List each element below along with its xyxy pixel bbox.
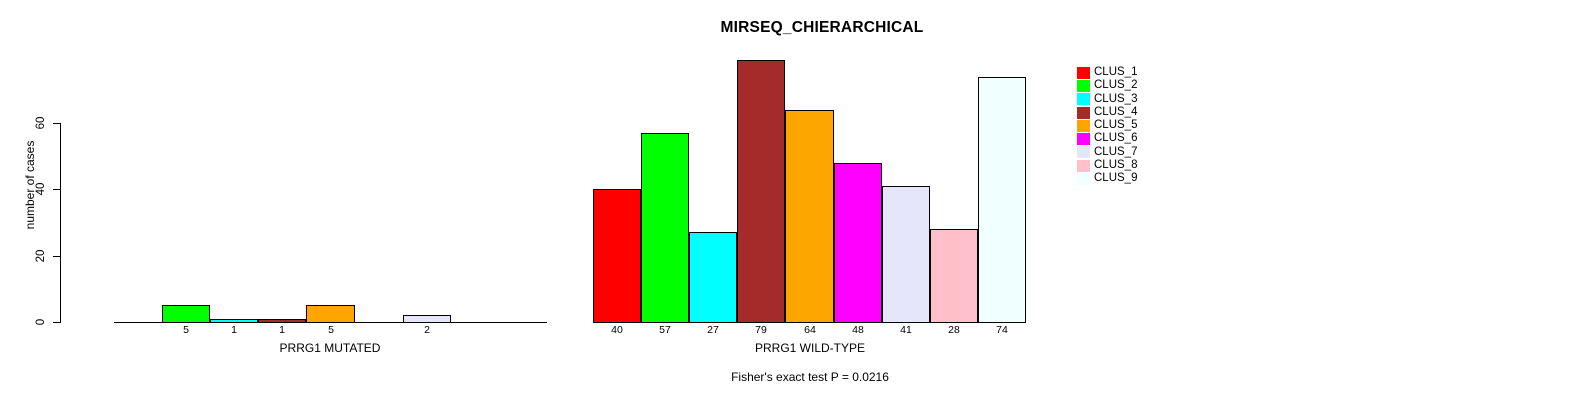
legend-label: CLUS_1 bbox=[1094, 66, 1138, 78]
bar-clus_4-group1 bbox=[258, 319, 306, 323]
bar-clus_8-group2 bbox=[930, 229, 978, 323]
legend: CLUS_1 CLUS_2 CLUS_3 CLUS_4 CLUS_5 CLUS_6 CLUS… bbox=[1077, 66, 1137, 186]
bar-clus_3-group2 bbox=[689, 232, 737, 323]
legend-swatch-clus_1 bbox=[1077, 66, 1090, 79]
bar-clus_2-group1 bbox=[162, 305, 210, 323]
legend-label: CLUS_6 bbox=[1094, 132, 1138, 145]
legend-swatch-clus_5 bbox=[1077, 119, 1090, 132]
legend-label: CLUS_5 bbox=[1094, 119, 1138, 132]
legend-item: CLUS_5 bbox=[1077, 119, 1137, 132]
bar-value-label: 1 bbox=[231, 324, 237, 336]
chart-title: MIRSEQ_CHIERARCHICAL bbox=[720, 19, 924, 36]
bar-value-label: 41 bbox=[900, 324, 912, 336]
legend-swatch-clus_8 bbox=[1077, 159, 1090, 172]
y-axis-tick-label: 0 bbox=[35, 318, 47, 326]
legend-item: CLUS_3 bbox=[1077, 93, 1137, 106]
legend-swatch-clus_3 bbox=[1077, 93, 1090, 106]
legend-label: CLUS_4 bbox=[1094, 105, 1138, 118]
y-axis-tick bbox=[53, 123, 60, 124]
bar-value-label: 28 bbox=[948, 324, 960, 336]
bar-clus_1-group2 bbox=[593, 189, 641, 323]
bar-value-label: 5 bbox=[328, 324, 334, 336]
legend-item: CLUS_1 bbox=[1077, 66, 1137, 79]
legend-swatch-clus_2 bbox=[1077, 79, 1090, 92]
legend-item: CLUS_7 bbox=[1077, 146, 1137, 159]
legend-label: CLUS_2 bbox=[1094, 79, 1138, 92]
legend-swatch-clus_4 bbox=[1077, 106, 1090, 119]
bar-value-label: 64 bbox=[804, 324, 816, 336]
legend-item: CLUS_2 bbox=[1077, 79, 1137, 92]
y-axis-tick bbox=[53, 322, 60, 323]
bar-value-label: 2 bbox=[424, 324, 430, 336]
legend-swatch-clus_7 bbox=[1077, 146, 1090, 159]
bar-clus_6-group2 bbox=[834, 163, 882, 323]
legend-label: CLUS_3 bbox=[1094, 92, 1138, 105]
legend-label: CLUS_9 bbox=[1094, 172, 1138, 185]
bar-clus_5-group2 bbox=[785, 110, 834, 323]
bar-value-label: 74 bbox=[996, 324, 1008, 336]
bar-clus_9-group2 bbox=[978, 77, 1026, 323]
y-axis-tick-label: 60 bbox=[35, 116, 47, 130]
legend-swatch-clus_6 bbox=[1077, 133, 1090, 146]
legend-item: CLUS_6 bbox=[1077, 132, 1138, 146]
legend-item: CLUS_8 bbox=[1077, 159, 1137, 172]
x-axis-label-prrg1-mutated: PRRG1 MUTATED bbox=[279, 341, 381, 355]
bar-value-label: 48 bbox=[852, 324, 864, 336]
bar-clus_7-group2 bbox=[882, 186, 930, 323]
y-axis-tick-label: 20 bbox=[35, 249, 47, 263]
bar-value-label: 79 bbox=[755, 324, 767, 336]
y-axis-tick bbox=[53, 189, 60, 190]
y-axis-tick-label: 40 bbox=[35, 182, 47, 196]
legend-swatch-clus_9 bbox=[1077, 173, 1090, 186]
bar-value-label: 1 bbox=[279, 324, 285, 336]
bar-value-label: 40 bbox=[611, 324, 623, 336]
bar-clus_5-group1 bbox=[306, 305, 355, 323]
legend-item: CLUS_4 bbox=[1077, 106, 1137, 119]
legend-item: CLUS_9 bbox=[1077, 172, 1138, 186]
y-axis-line bbox=[60, 123, 61, 323]
bar-value-label: 5 bbox=[183, 324, 189, 336]
bar-clus_7-group1 bbox=[403, 315, 451, 323]
fisher-exact-test-annotation: Fisher's exact test P = 0.0216 bbox=[731, 370, 889, 384]
bar-value-label: 27 bbox=[707, 324, 719, 336]
legend-label: CLUS_8 bbox=[1094, 159, 1138, 172]
bar-value-label: 57 bbox=[659, 324, 671, 336]
y-axis-tick bbox=[53, 256, 60, 257]
bar-clus_3-group1 bbox=[210, 319, 258, 323]
bar-clus_2-group2 bbox=[641, 133, 689, 323]
legend-label: CLUS_7 bbox=[1094, 145, 1138, 158]
bar-clus_4-group2 bbox=[737, 60, 785, 323]
x-axis-label-prrg1-wild-type: PRRG1 WILD-TYPE bbox=[754, 341, 866, 355]
